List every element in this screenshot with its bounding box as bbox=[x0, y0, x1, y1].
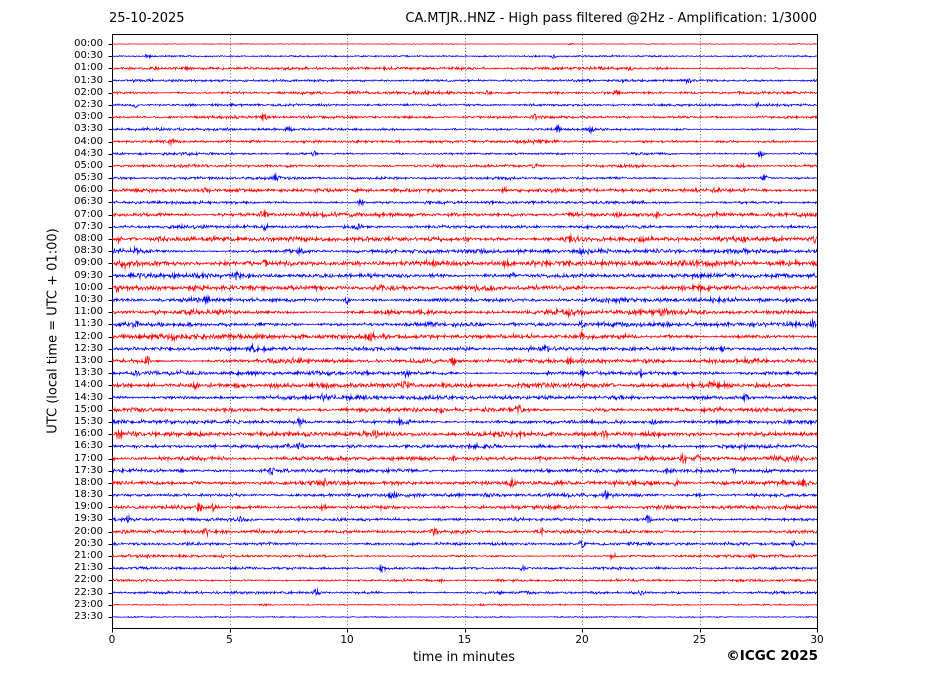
x-tick-label: 20 bbox=[575, 634, 589, 646]
x-tick-label: 15 bbox=[457, 634, 472, 646]
y-tick-label: 12:00 bbox=[74, 330, 103, 342]
y-tick-label: 22:30 bbox=[74, 586, 103, 598]
y-tick-label: 15:00 bbox=[74, 403, 103, 415]
y-tick-label: 06:30 bbox=[74, 196, 103, 208]
x-tick-label: 10 bbox=[340, 634, 354, 646]
y-tick-label: 23:00 bbox=[74, 598, 103, 610]
copyright-label: ©ICGC 2025 bbox=[726, 648, 818, 664]
y-tick-label: 20:30 bbox=[74, 537, 103, 549]
y-tick-label: 08:30 bbox=[74, 245, 103, 257]
y-tick-label: 13:30 bbox=[74, 367, 103, 379]
x-axis-title: time in minutes bbox=[412, 650, 516, 665]
y-tick-label: 16:30 bbox=[74, 440, 103, 452]
y-tick-label: 19:00 bbox=[74, 501, 103, 513]
y-tick-label: 10:30 bbox=[74, 294, 103, 306]
y-tick-label: 21:30 bbox=[74, 562, 103, 574]
y-tick-label: 09:30 bbox=[74, 269, 103, 281]
y-tick-label: 18:30 bbox=[74, 489, 103, 501]
y-tick-label: 22:00 bbox=[74, 574, 103, 586]
y-tick-label: 05:30 bbox=[74, 172, 103, 184]
y-tick-label: 14:30 bbox=[74, 391, 103, 403]
y-tick-label: 00:00 bbox=[74, 38, 103, 49]
y-tick-label: 00:30 bbox=[74, 50, 103, 62]
y-tick-label: 17:00 bbox=[74, 452, 103, 464]
y-tick-label: 07:00 bbox=[74, 208, 103, 220]
y-tick-label: 06:00 bbox=[74, 184, 103, 196]
y-tick-label: 18:00 bbox=[74, 476, 103, 488]
y-tick-label: 21:00 bbox=[74, 550, 103, 562]
plot-title: CA.MTJR..HNZ - High pass filtered @2Hz -… bbox=[405, 11, 817, 26]
y-tick-label: 11:30 bbox=[74, 318, 103, 330]
y-tick-label: 02:00 bbox=[74, 86, 103, 98]
y-tick-label: 03:00 bbox=[74, 111, 103, 123]
y-tick-label: 10:00 bbox=[74, 281, 103, 293]
y-tick-label: 05:00 bbox=[74, 159, 103, 171]
x-tick-label: 5 bbox=[226, 634, 233, 646]
y-tick-label: 23:30 bbox=[74, 611, 103, 622]
x-tick-label: 30 bbox=[810, 634, 824, 646]
y-tick-label: 15:30 bbox=[74, 415, 103, 427]
y-tick-label: 12:30 bbox=[74, 342, 103, 354]
y-tick-label: 19:30 bbox=[74, 513, 103, 525]
y-tick-label: 08:00 bbox=[74, 233, 103, 245]
y-tick-label: 01:00 bbox=[74, 62, 103, 74]
y-tick-label: 01:30 bbox=[74, 74, 103, 86]
y-tick-label: 04:30 bbox=[74, 147, 103, 159]
y-tick-label: 20:00 bbox=[74, 525, 103, 537]
y-tick-label: 17:30 bbox=[74, 464, 103, 476]
x-tick-label: 0 bbox=[108, 634, 116, 646]
y-tick-label: 04:00 bbox=[74, 135, 103, 147]
x-tick-label: 25 bbox=[692, 634, 707, 646]
y-tick-label: 14:00 bbox=[74, 379, 103, 391]
y-tick-label: 09:00 bbox=[74, 257, 103, 269]
y-tick-label: 16:00 bbox=[74, 428, 103, 440]
y-tick-label: 11:00 bbox=[74, 306, 103, 318]
y-tick-label: 13:00 bbox=[74, 354, 103, 366]
y-tick-label: 03:30 bbox=[74, 123, 103, 135]
date-label: 25-10-2025 bbox=[109, 11, 185, 26]
y-tick-label: 07:30 bbox=[74, 220, 103, 232]
y-tick-label: 02:30 bbox=[74, 98, 103, 110]
